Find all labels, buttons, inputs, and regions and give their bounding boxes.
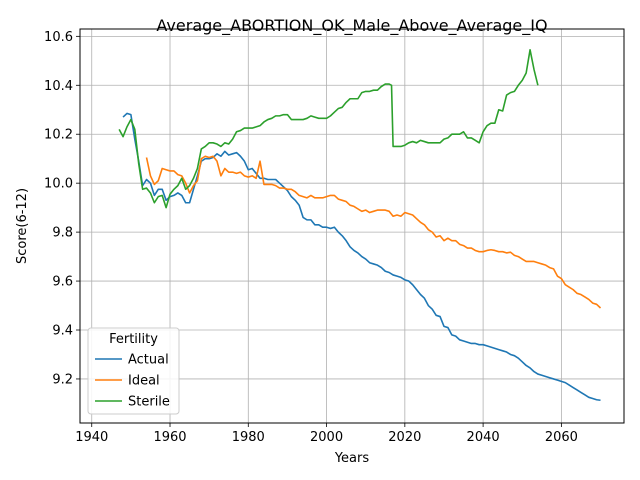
x-tick-label: 2060 — [545, 430, 578, 445]
y-tick-label: 9.8 — [52, 226, 73, 241]
legend-label-ideal: Ideal — [128, 374, 160, 389]
legend-label-sterile: Sterile — [128, 395, 170, 410]
y-tick-label: 10.4 — [44, 79, 73, 94]
x-axis-title: Years — [334, 451, 370, 466]
legend-title: Fertility — [109, 332, 158, 347]
y-tick-label: 10.6 — [44, 30, 73, 45]
chart-title: Average_ABORTION_OK_Male_Above_Average_I… — [156, 16, 547, 36]
y-tick-label: 9.6 — [52, 275, 73, 290]
x-tick-label: 2040 — [467, 430, 500, 445]
x-tick-label: 1960 — [153, 430, 186, 445]
legend: Fertility Actual Ideal Sterile — [88, 328, 179, 414]
legend-label-actual: Actual — [128, 353, 169, 368]
y-tick-label: 10.0 — [44, 177, 73, 192]
y-axis-title: Score(6-12) — [15, 188, 30, 264]
x-tick-label: 1940 — [75, 430, 108, 445]
x-tick-label: 2000 — [310, 430, 343, 445]
y-tick-label: 9.4 — [52, 324, 73, 339]
x-tick-label: 1980 — [232, 430, 265, 445]
y-tick-label: 9.2 — [52, 372, 73, 387]
y-tick-label: 10.2 — [44, 128, 73, 143]
x-tick-label: 2020 — [388, 430, 421, 445]
